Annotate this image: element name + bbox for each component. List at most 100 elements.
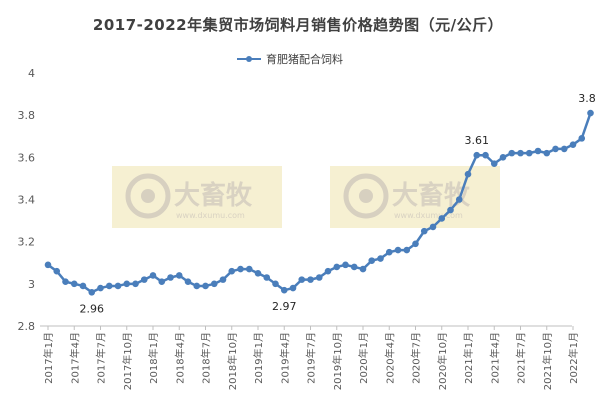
x-tick-label: 2021年4月 [488,332,501,384]
data-label: 3.61 [465,134,490,147]
data-point [158,278,166,286]
x-tick-label: 2017年10月 [121,332,134,390]
data-point [420,227,428,235]
data-point [560,145,568,153]
data-point [105,282,113,290]
watermark-logo-icon [343,173,389,219]
data-point [193,282,201,290]
watermark-subtext: www.dxumu.com [394,211,463,220]
data-point [298,276,306,283]
data-point [228,267,236,275]
data-point [263,274,271,281]
data-point [167,274,174,281]
y-tick-label: 4 [28,67,35,80]
y-tick-label: 3.4 [18,194,36,207]
data-point [280,286,288,294]
x-tick-label: 2018年4月 [173,332,186,384]
data-point [289,284,297,292]
data-point [578,135,586,142]
data-point [342,261,349,269]
data-point [123,280,131,288]
data-point [385,248,393,256]
data-point [202,282,209,290]
data-point [114,282,122,290]
data-point [455,196,463,203]
data-point [324,267,332,275]
data-point [272,280,279,288]
data-point [70,280,78,288]
y-tick-label: 3 [28,278,35,291]
data-point [525,149,533,157]
data-point [210,280,218,288]
watermark-logo-icon [125,173,171,219]
x-tick-label: 2017年1月 [42,332,55,384]
x-tick-label: 2019年1月 [252,332,265,384]
data-point [350,263,358,271]
y-tick-label: 3.8 [18,109,36,122]
x-tick-label: 2021年7月 [515,332,528,384]
legend-label: 育肥猪配合饲料 [266,53,343,66]
data-point [245,265,253,273]
data-point [359,265,367,273]
data-point [254,269,262,277]
data-point [517,149,524,157]
data-label: 2.96 [80,302,105,315]
watermark-text: 大畜牧 [174,180,253,211]
x-tick-label: 2017年7月 [95,332,108,384]
data-point [333,263,341,271]
data-point [132,280,139,288]
x-tick-label: 2020年10月 [436,332,449,390]
data-label: 2.97 [272,300,297,313]
data-point [97,284,104,292]
data-point [140,276,148,283]
y-tick-label: 3.2 [18,236,36,249]
x-tick-label: 2022年1月 [567,332,580,384]
data-point [88,288,96,296]
chart-legend: 育肥猪配合饲料 [236,51,343,67]
data-point [307,276,314,283]
data-point [219,276,227,283]
y-tick-label: 3.6 [18,151,36,164]
data-point [175,272,183,279]
data-point [403,246,411,254]
data-point [184,278,192,286]
data-point [53,267,61,275]
data-point [377,255,384,262]
data-point [499,154,507,161]
data-point [62,278,69,286]
x-tick-label: 2018年7月 [200,332,213,384]
data-point [149,272,157,279]
x-tick-label: 2020年4月 [383,332,396,384]
x-tick-label: 2019年7月 [305,332,318,384]
data-point [412,240,419,248]
x-tick-label: 2018年10月 [226,332,239,390]
data-point [447,206,454,214]
data-point [534,147,542,155]
data-point [438,215,446,222]
data-point [552,145,559,153]
x-tick-label: 2017年4月 [68,332,81,384]
chart-title: 2017-2022年集贸市场饲料月销售价格趋势图（元/公斤） [92,16,504,34]
data-label: 3.81 [578,92,596,105]
data-point [543,149,551,157]
watermark-logo-dot [359,189,373,203]
data-point [490,160,498,167]
data-point [482,151,489,159]
x-tick-label: 2019年10月 [331,332,344,390]
y-tick-label: 2.8 [18,320,36,333]
data-point [587,109,594,117]
x-tick-label: 2020年7月 [410,332,423,384]
x-tick-label: 2021年1月 [462,332,475,384]
data-point [368,257,376,264]
data-point [508,149,516,157]
x-tick-label: 2019年4月 [278,332,291,384]
data-point [237,265,244,273]
x-tick-label: 2021年10月 [541,332,554,390]
data-point [44,261,52,269]
x-tick-label: 2018年1月 [147,332,160,384]
data-point [464,170,472,178]
